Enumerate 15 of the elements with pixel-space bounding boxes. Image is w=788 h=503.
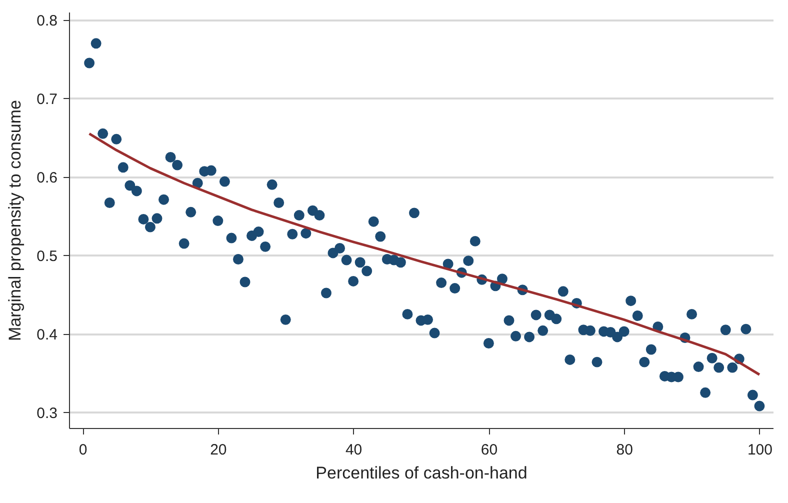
x-tick-label: 40 [345, 442, 362, 458]
y-tick-label: 0.8 [36, 12, 58, 30]
line-series [88, 132, 761, 376]
x-tick-label: 60 [480, 442, 498, 458]
x-tick-label: 20 [210, 442, 227, 458]
x-tick-label: 0 [78, 442, 88, 458]
y-tick-label: 0.6 [36, 169, 58, 186]
y-axis-title: Marginal propensity to consume [6, 100, 25, 341]
y-tick-label: 0.5 [36, 248, 58, 265]
y-tick-label: 0.3 [36, 404, 58, 422]
y-tick-label: 0.7 [36, 90, 58, 108]
x-tick-label: 100 [747, 442, 772, 458]
y-tick-label: 0.4 [36, 326, 58, 344]
x-axis-title: Percentiles of cash-on-hand [316, 464, 528, 482]
x-tick-label: 80 [616, 442, 633, 458]
